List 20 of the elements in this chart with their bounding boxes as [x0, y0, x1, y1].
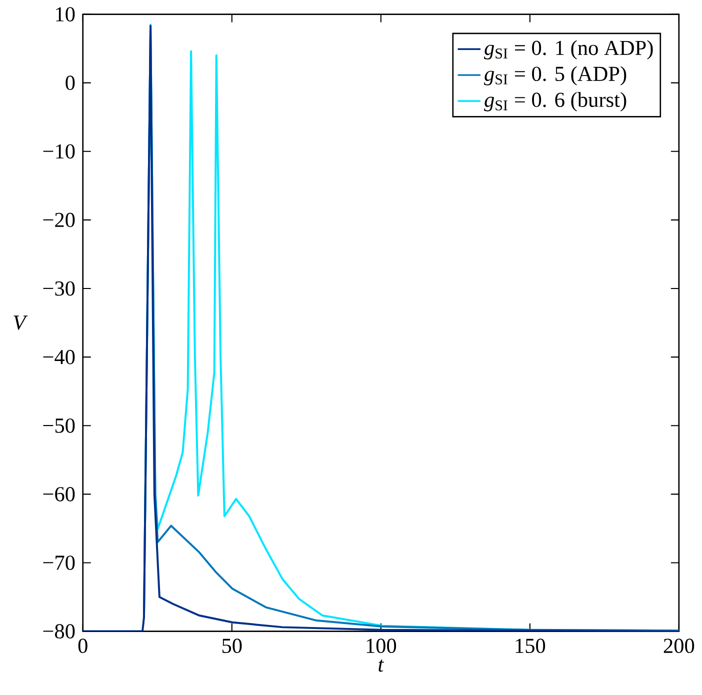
legend-label: g$_{SI}$ = 0. 5 (ADP) [484, 66, 626, 86]
y-tick-label: 0 [66, 76, 75, 90]
legend-label: g$_{SI}$ = 0. 1 (no ADP) [484, 40, 653, 60]
y-tick-label: −20 [43, 212, 75, 228]
x-axis-title: t [378, 659, 384, 672]
y-tick-label: 10 [56, 7, 75, 22]
x-tick-label: 150 [516, 638, 546, 653]
y-tick-label: −30 [43, 281, 75, 296]
y-axis-title: V [14, 316, 28, 330]
x-tick-label: 50 [222, 638, 242, 653]
legend-label: g$_{SI}$ = 0. 6 (burst) [484, 92, 626, 112]
y-tick-label: −70 [43, 555, 75, 570]
x-tick-label: 200 [664, 638, 694, 653]
x-tick-label: 0 [78, 638, 88, 653]
y-tick-label: −60 [43, 486, 75, 502]
y-tick-label: −10 [43, 144, 75, 158]
y-tick-label: −50 [43, 418, 75, 433]
x-tick-label: 100 [366, 638, 396, 653]
y-tick-label: −40 [43, 350, 75, 364]
y-tick-label: −80 [43, 624, 75, 638]
